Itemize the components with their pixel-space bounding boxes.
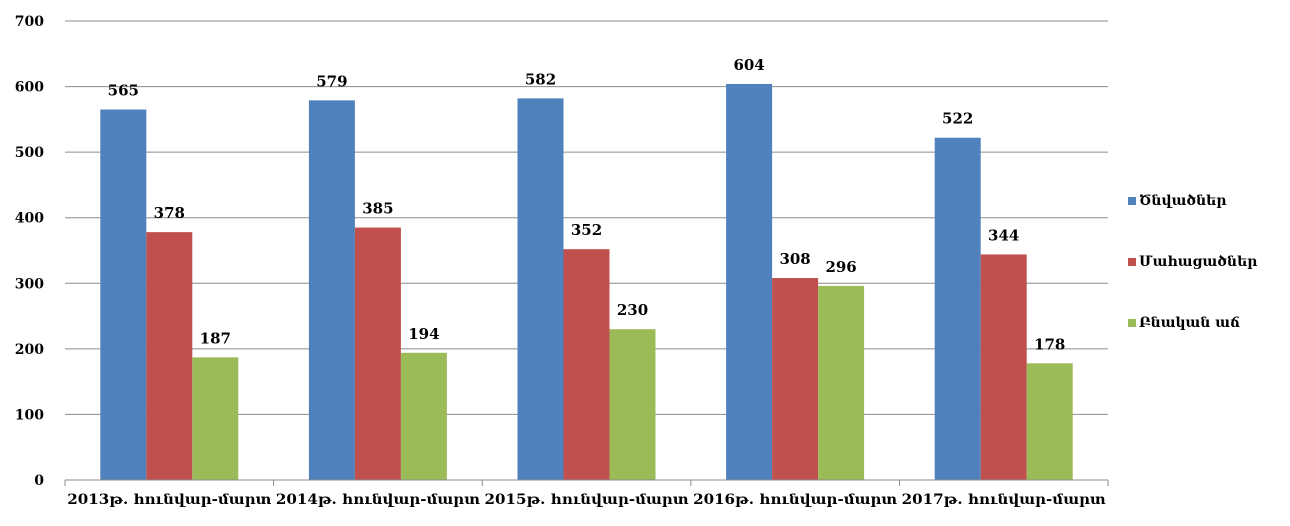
data-label: 344 bbox=[988, 226, 1019, 244]
data-label: 230 bbox=[617, 301, 648, 319]
bar bbox=[146, 232, 193, 480]
data-label: 385 bbox=[362, 200, 393, 218]
legend-item: Բնական աճ bbox=[1128, 310, 1288, 336]
y-tick-label: 500 bbox=[15, 145, 44, 161]
category-label: 2015թ. հունվար-մարտ bbox=[485, 492, 689, 508]
data-label: 187 bbox=[200, 329, 231, 347]
y-tick-label: 400 bbox=[15, 211, 44, 227]
x-axis-category-labels: 2013թ. հունվար-մարտ 2014թ. հունվար-մարտ 20… bbox=[67, 492, 1105, 508]
legend-label: Մահացածներ bbox=[1139, 254, 1258, 270]
category-label: 2017թ. հունվար-մարտ bbox=[902, 492, 1106, 508]
data-label: 178 bbox=[1034, 335, 1065, 353]
legend-item: Ծնվածներ bbox=[1128, 188, 1288, 214]
bar bbox=[563, 249, 610, 480]
category-label: 2013թ. հունվար-մարտ bbox=[67, 492, 271, 508]
legend: Ծնվածներ Մահացածներ Բնական աճ bbox=[1128, 188, 1288, 371]
bar bbox=[354, 227, 401, 480]
data-label: 604 bbox=[733, 56, 764, 74]
bar bbox=[818, 285, 865, 480]
y-tick-label: 100 bbox=[15, 407, 44, 423]
x-axis-ticks bbox=[64, 480, 1109, 486]
bar bbox=[934, 137, 981, 480]
bar bbox=[192, 357, 239, 480]
legend-swatch bbox=[1128, 319, 1136, 327]
y-tick-label: 200 bbox=[15, 342, 44, 358]
y-tick-label: 600 bbox=[15, 80, 44, 96]
legend-swatch bbox=[1128, 258, 1136, 266]
y-tick-label: 0 bbox=[34, 473, 44, 489]
data-label: 352 bbox=[571, 221, 602, 239]
y-axis-tick-labels: 0 100 200 300 400 500 600 700 bbox=[15, 14, 44, 489]
category-label: 2016թ. հունվար-մարտ bbox=[693, 492, 897, 508]
legend-label: Ծնվածներ bbox=[1139, 193, 1227, 209]
data-label: 565 bbox=[108, 82, 139, 100]
bars bbox=[100, 83, 1073, 481]
bar bbox=[100, 109, 147, 481]
y-tick-label: 700 bbox=[15, 14, 44, 30]
legend-label: Բնական աճ bbox=[1139, 315, 1240, 331]
bar bbox=[980, 254, 1027, 480]
data-label: 308 bbox=[779, 250, 810, 268]
bar bbox=[517, 98, 564, 481]
data-label: 194 bbox=[408, 325, 439, 343]
bar bbox=[400, 352, 447, 480]
bar bbox=[308, 100, 355, 480]
legend-swatch bbox=[1128, 197, 1136, 205]
data-label: 582 bbox=[525, 70, 556, 88]
data-label: 579 bbox=[316, 72, 347, 90]
bar bbox=[772, 278, 819, 480]
bar bbox=[726, 83, 773, 480]
data-label: 296 bbox=[825, 258, 856, 276]
y-tick-label: 300 bbox=[15, 276, 44, 292]
legend-item: Մահացածներ bbox=[1128, 249, 1288, 275]
data-label: 522 bbox=[942, 110, 973, 128]
bar bbox=[1026, 363, 1073, 480]
bar bbox=[609, 329, 656, 480]
data-label: 378 bbox=[154, 204, 185, 222]
data-labels: 565 378 187 579 385 194 582 352 230 604 308 296 522 3… bbox=[108, 56, 1066, 353]
category-label: 2014թ. հունվար-մարտ bbox=[276, 492, 480, 508]
